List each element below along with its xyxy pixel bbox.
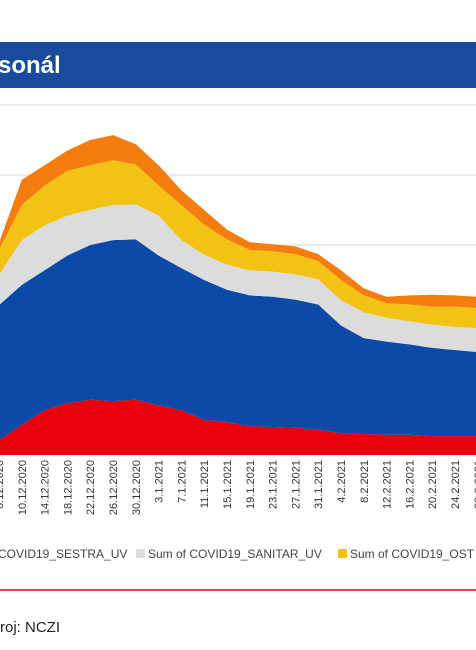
x-tick-label: 30.12.2020 [131,460,143,515]
legend-label: Sum of COVID19_SANITAR_UV [148,547,322,561]
x-tick-label: 12.2.2021 [382,460,394,509]
x-tick-label: 18.12.2020 [62,460,74,515]
x-tick-label: 27.1.2021 [290,460,302,509]
source: roj: NCZI [0,619,60,636]
legend-swatch [338,549,347,558]
legend-label: COVID19_SESTRA_UV [0,547,127,561]
x-tick-label: 16.2.2021 [404,460,416,509]
x-tick-label: 4.2.2021 [336,460,348,503]
x-tick-label: 15.1.2021 [222,460,234,509]
x-tick-label: 26.12.2020 [108,460,120,515]
x-tick-label: 14.12.2020 [40,460,52,515]
x-tick-label: 11.1.2021 [199,460,211,508]
x-tick-label: 6.12.2020 [0,460,6,509]
area [0,239,476,440]
x-tick-label: 8.2.2021 [359,460,371,503]
x-tick-label: 3.1.2021 [154,460,166,503]
x-tick-label: 31.1.2021 [313,460,325,509]
header-bar [0,42,476,88]
x-tick-label: 20.2.2021 [427,460,439,509]
x-tick-label: 24.2.2021 [450,460,462,509]
x-tick-label: 23.1.2021 [268,460,280,509]
x-tick-label: 28.2.2021 [473,460,476,509]
area [0,160,476,329]
x-tick-label: 19.1.2021 [245,460,257,509]
area [0,399,476,455]
area [0,204,476,352]
x-tick-label: 10.12.2020 [17,460,29,515]
x-tick-label: 7.1.2021 [176,460,188,503]
chart-title: sonál [0,52,61,79]
legend-swatch [136,549,145,558]
x-tick-label: 22.12.2020 [85,460,97,515]
legend-label: Sum of COVID19_OST [350,547,475,561]
